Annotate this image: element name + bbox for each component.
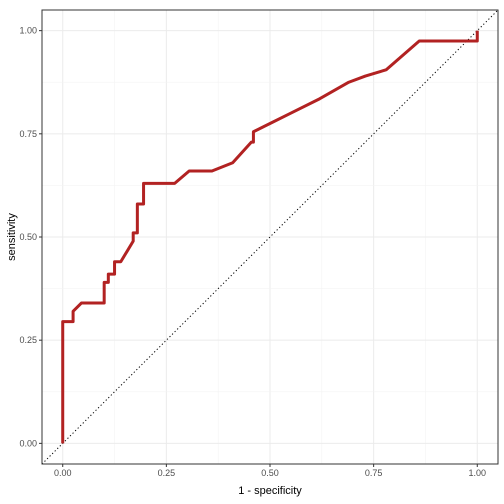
roc-curve-line [61, 30, 479, 444]
y-axis-ticks: 0.00 0.25 0.50 0.75 1.00 [19, 26, 42, 448]
x-tick-label: 0.50 [261, 468, 279, 478]
x-axis-ticks: 0.00 0.25 0.50 0.75 1.00 [54, 464, 486, 478]
roc-curves [61, 30, 479, 444]
y-tick-label: 0.50 [19, 232, 37, 242]
x-tick-label: 0.00 [54, 468, 72, 478]
y-tick-label: 0.25 [19, 335, 37, 345]
x-tick-label: 0.75 [365, 468, 383, 478]
y-axis-title: sensitivity [6, 213, 18, 261]
x-tick-label: 1.00 [469, 468, 487, 478]
y-tick-label: 0.00 [19, 438, 37, 448]
y-tick-label: 1.00 [19, 26, 37, 36]
y-tick-label: 0.75 [19, 129, 37, 139]
grid-lines [42, 10, 498, 464]
x-tick-label: 0.25 [158, 468, 176, 478]
x-axis-title: 1 - specificity [238, 485, 302, 497]
